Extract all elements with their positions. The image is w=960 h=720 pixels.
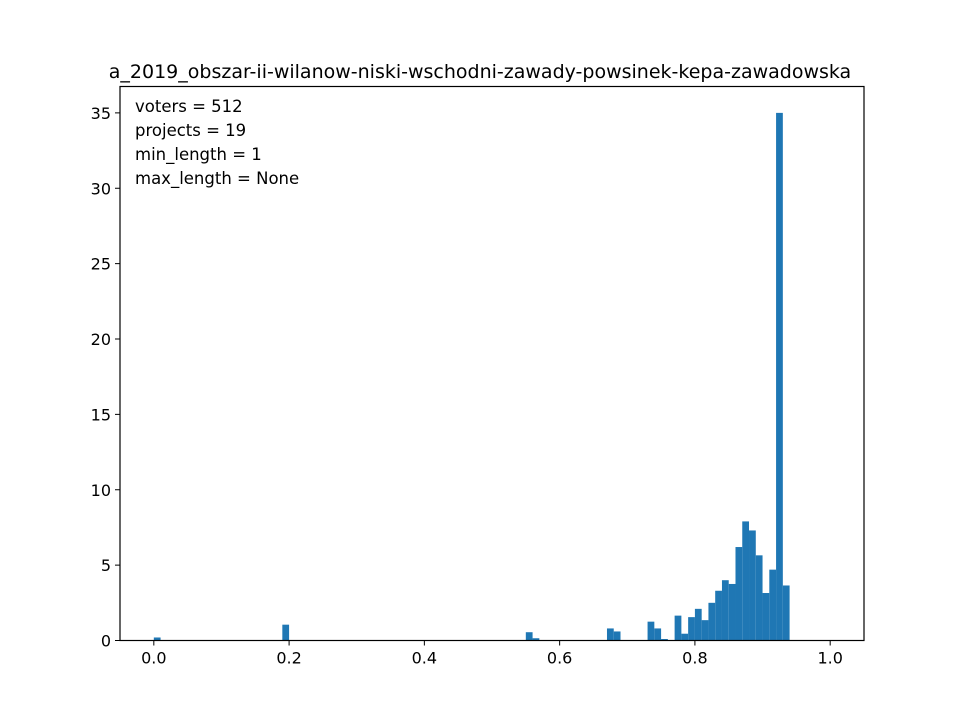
y-tick-label: 15 [91, 405, 111, 424]
x-tick-label: 0.8 [682, 649, 707, 668]
histogram-bar [282, 624, 290, 641]
y-tick-label: 20 [91, 330, 111, 349]
y-tick-label: 5 [101, 556, 111, 575]
histogram-bar [694, 608, 702, 641]
x-tick-label: 0.0 [141, 649, 166, 668]
y-axis: 0 5 10 15 20 25 30 35 [91, 104, 120, 651]
x-tick-label: 0.4 [412, 649, 437, 668]
histogram-bar [525, 632, 533, 641]
histogram-bar [647, 621, 655, 641]
annotation-line: max_length = None [135, 169, 299, 189]
x-tick-label: 0.6 [547, 649, 572, 668]
histogram-bar [613, 631, 621, 641]
histogram-bar [742, 521, 750, 641]
histogram-bar [735, 547, 743, 641]
histogram-bar [755, 555, 763, 641]
histogram-bar [661, 638, 668, 641]
annotation-line: voters = 512 [135, 97, 243, 116]
histogram-bar [532, 638, 540, 641]
plot-frame [119, 85, 865, 642]
histogram-bar [606, 628, 614, 641]
histogram-bar [776, 112, 783, 641]
y-tick-label: 35 [91, 104, 111, 123]
chart-title: a_2019_obszar-ii-wilanow-niski-wschodni-… [109, 61, 851, 83]
histogram-bar [728, 583, 736, 641]
histogram-bar [762, 593, 770, 641]
y-tick-label: 30 [91, 179, 111, 198]
histogram-bar [701, 620, 709, 641]
histogram-bar [715, 590, 722, 641]
x-axis: 0.0 0.2 0.4 0.6 0.8 1.0 [141, 640, 843, 668]
histogram-bar [721, 580, 729, 641]
histogram-bar [688, 617, 695, 641]
histogram-bar [749, 530, 756, 641]
x-tick-label: 0.2 [276, 649, 301, 668]
histogram-bar [654, 628, 662, 641]
histogram-bar [782, 585, 790, 641]
annotation-box: voters = 512 projects = 19 min_length = 1 m… [135, 97, 299, 189]
histogram-bar [674, 615, 682, 641]
histogram-bar [153, 637, 161, 641]
histogram-bar [681, 633, 689, 641]
annotation-line: min_length = 1 [135, 145, 262, 165]
x-tick-label: 1.0 [817, 649, 842, 668]
y-tick-label: 10 [91, 481, 111, 500]
bars-group [153, 112, 790, 641]
y-tick-label: 25 [91, 255, 111, 274]
y-tick-label: 0 [101, 632, 111, 651]
histogram-bar [708, 602, 716, 641]
annotation-line: projects = 19 [135, 121, 246, 140]
histogram-bar [769, 569, 777, 641]
